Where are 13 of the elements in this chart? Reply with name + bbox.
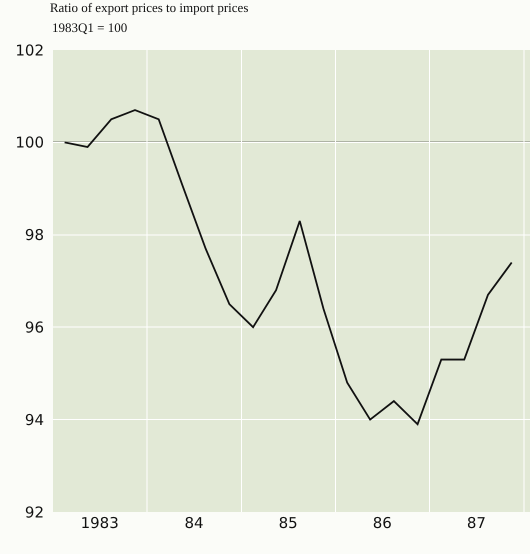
x-tick-label: 86 [372, 514, 392, 532]
chart-title: Ratio of export prices to import prices [50, 0, 248, 15]
y-tick-label: 98 [24, 226, 44, 244]
x-tick-label: 85 [278, 514, 298, 532]
x-tick-label: 1983 [80, 514, 119, 532]
y-tick-label: 102 [15, 41, 44, 60]
y-tick-label: 92 [24, 503, 44, 522]
chart-subtitle: 1983Q1 = 100 [52, 20, 128, 35]
x-tick-label: 87 [466, 514, 486, 532]
y-tick-label: 100 [15, 134, 44, 152]
x-tick-label: 84 [184, 514, 204, 532]
y-tick-label: 96 [24, 318, 44, 336]
y-tick-label: 94 [24, 410, 44, 429]
